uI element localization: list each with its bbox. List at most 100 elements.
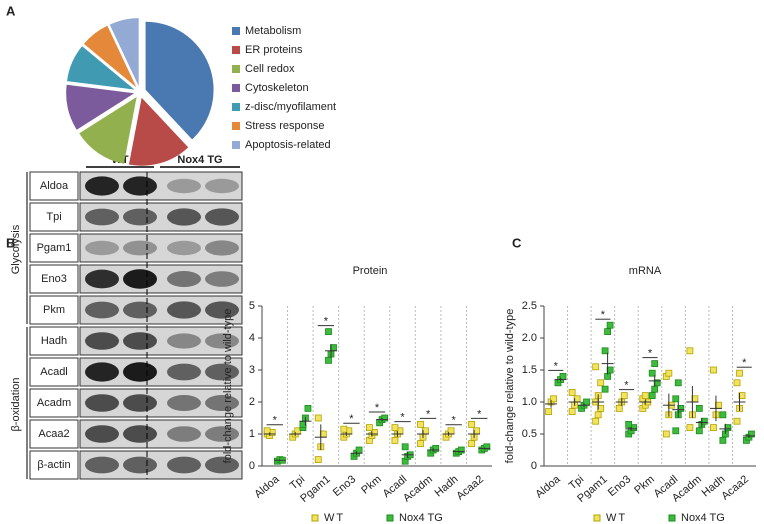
- blot-row-label: Acaa2: [38, 428, 69, 440]
- legend-label: ER proteins: [245, 44, 303, 56]
- blot-row-label: β-actin: [37, 459, 70, 471]
- legend-label: Cell redox: [245, 63, 295, 75]
- blot-band: [167, 271, 201, 287]
- blot-band: [123, 176, 157, 196]
- data-point: [417, 420, 424, 428]
- panel-label: A: [6, 3, 16, 18]
- data-point: [304, 404, 312, 412]
- blot-row-label: Eno3: [41, 273, 67, 285]
- blot-band: [167, 333, 201, 349]
- y-tick-label: 1.5: [522, 364, 537, 376]
- data-point: [620, 392, 628, 400]
- data-point: [601, 385, 609, 393]
- legend-swatch: [232, 141, 240, 149]
- data-point: [594, 411, 602, 419]
- y-tick-label: 4: [249, 332, 255, 344]
- blot-row-label: Acadm: [37, 397, 71, 409]
- blot-band: [167, 363, 201, 381]
- data-point: [391, 436, 399, 444]
- blot-band: [205, 426, 239, 442]
- data-point: [648, 369, 656, 377]
- y-tick-label: 0: [531, 460, 537, 472]
- blot-band: [123, 394, 157, 412]
- blot-band: [167, 208, 201, 226]
- legend-swatch: [311, 514, 319, 522]
- x-tick-label: Pkm: [359, 473, 384, 496]
- data-point: [604, 328, 611, 336]
- data-point: [710, 424, 717, 432]
- data-point: [314, 456, 322, 464]
- data-point: [457, 446, 465, 454]
- blot-band: [205, 208, 239, 226]
- legend-swatch: [232, 27, 240, 35]
- blot-band: [205, 363, 239, 381]
- blot-strip: [79, 419, 243, 449]
- y-axis-label: fold-change relative to wild-type: [504, 309, 516, 464]
- significance-mark: *: [273, 415, 278, 427]
- y-tick-label: 2.5: [522, 300, 537, 312]
- data-point: [672, 395, 680, 403]
- blot-band: [205, 333, 239, 349]
- blot-band: [205, 456, 239, 474]
- data-point: [325, 328, 332, 336]
- data-point: [686, 347, 694, 355]
- blot-band: [85, 301, 119, 319]
- data-point: [625, 420, 633, 428]
- pie-slice: [67, 46, 135, 90]
- data-point: [592, 363, 600, 371]
- data-point: [665, 369, 673, 377]
- blot-group: Glycolysis: [10, 224, 22, 274]
- blot-band: [123, 269, 157, 289]
- x-tick-label: Acaa2: [454, 473, 486, 502]
- x-tick-label: Eno3: [606, 473, 633, 499]
- blot-band: [205, 178, 239, 194]
- y-tick-label: 1: [249, 428, 255, 440]
- data-point: [641, 392, 649, 400]
- x-tick-label: Acadm: [401, 473, 435, 504]
- blot-band: [167, 456, 201, 474]
- significance-mark: *: [648, 348, 653, 360]
- data-point: [662, 430, 670, 438]
- blot-group: β-oxidation: [10, 377, 22, 431]
- significance-mark: *: [452, 415, 457, 427]
- blot-band: [167, 301, 201, 319]
- legend-swatch: [232, 46, 240, 54]
- legend-label: z-disc/myofilament: [245, 101, 336, 113]
- data-point: [719, 411, 727, 419]
- data-point: [550, 395, 557, 403]
- legend-label: Metabolism: [245, 25, 301, 37]
- blot-row-label: Pgam1: [37, 242, 72, 254]
- panel-label: C: [512, 235, 522, 250]
- blot-label-box: [29, 295, 79, 325]
- blot-band: [167, 395, 201, 411]
- blot-band: [205, 395, 239, 411]
- blot-row-label: Hadh: [41, 335, 67, 347]
- legend-label: Stress response: [245, 120, 324, 132]
- data-point: [601, 347, 609, 355]
- data-point: [468, 420, 476, 428]
- blot-band: [85, 269, 119, 289]
- blot-label-box: [29, 202, 79, 232]
- y-tick-label: 0: [249, 460, 255, 472]
- blot-label-box: [29, 326, 79, 356]
- significance-mark: *: [400, 412, 405, 424]
- pie-slice: [79, 96, 137, 164]
- blot-row-label: Tpi: [46, 211, 61, 223]
- blot-band: [167, 178, 201, 194]
- significance-mark: *: [349, 413, 354, 425]
- blot-label-box: [29, 357, 79, 387]
- legend-label: Nox4 TG: [681, 512, 725, 524]
- data-point: [719, 436, 727, 444]
- blot-band: [123, 301, 157, 319]
- data-point: [545, 408, 552, 416]
- chart-title: Protein: [353, 265, 388, 277]
- data-point: [325, 356, 332, 364]
- significance-mark: *: [375, 402, 380, 414]
- blot-label-box: [29, 264, 79, 294]
- blot-label-box: [29, 419, 79, 449]
- x-tick-label: Eno3: [331, 473, 358, 499]
- legend-swatch: [668, 514, 676, 522]
- data-point: [468, 440, 476, 448]
- blot-label-box: [29, 233, 79, 263]
